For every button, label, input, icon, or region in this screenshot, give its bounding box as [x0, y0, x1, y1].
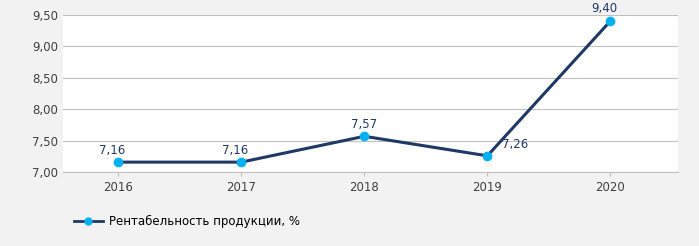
- Text: 7,16: 7,16: [222, 144, 248, 157]
- Text: 7,16: 7,16: [99, 144, 125, 157]
- Text: 9,40: 9,40: [591, 2, 617, 15]
- Text: 7,57: 7,57: [352, 118, 377, 131]
- Legend: Рентабельность продукции, %: Рентабельность продукции, %: [69, 210, 305, 232]
- Text: 7,26: 7,26: [502, 138, 528, 151]
